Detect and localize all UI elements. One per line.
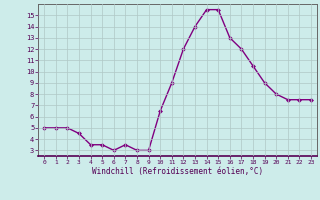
- X-axis label: Windchill (Refroidissement éolien,°C): Windchill (Refroidissement éolien,°C): [92, 167, 263, 176]
